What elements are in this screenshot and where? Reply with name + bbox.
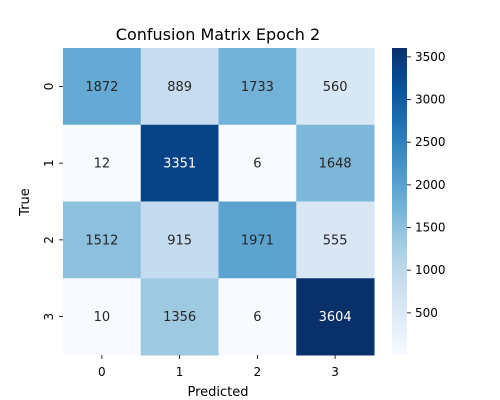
cell-value-label: 555 [323, 233, 348, 248]
x-tick-label: 1 [176, 365, 184, 379]
y-tick-label: 1 [42, 159, 56, 167]
colorbar-ticks: 500 1000 1500 2000 2500 3000 3500 [407, 50, 446, 320]
x-tick-label: 2 [254, 365, 262, 379]
x-tick-label: 0 [98, 365, 106, 379]
cell-value-label: 1971 [241, 233, 274, 248]
x-tick-label: 3 [331, 365, 339, 379]
colorbar-tick-label: 3500 [415, 50, 446, 64]
colorbar-tick-label: 2000 [415, 178, 446, 192]
colorbar-tick-label: 2500 [415, 135, 446, 149]
cell-value-label: 1648 [319, 157, 352, 172]
cell-value-label: 3604 [319, 310, 352, 325]
x-axis-ticks: 0 1 2 3 [98, 355, 339, 379]
cell-value-label: 12 [94, 157, 111, 172]
cell-value-label: 6 [253, 157, 261, 172]
colorbar-tick-label: 1500 [415, 221, 446, 235]
cell-value-label: 1733 [241, 80, 274, 95]
colorbar-tick-label: 500 [415, 306, 438, 320]
y-tick-label: 2 [42, 236, 56, 244]
cell-value-label: 1872 [85, 80, 118, 95]
chart-title: Confusion Matrix Epoch 2 [116, 25, 320, 44]
y-tick-label: 3 [42, 313, 56, 321]
cell-value-label: 10 [94, 310, 111, 325]
cell-value-label: 1356 [163, 310, 196, 325]
cell-value-label: 915 [167, 233, 192, 248]
cell-value-label: 3351 [163, 157, 196, 172]
colorbar-tick-label: 1000 [415, 263, 446, 277]
cell-value-label: 560 [323, 80, 348, 95]
y-axis-ticks: 0 1 2 3 [42, 83, 63, 321]
colorbar [392, 48, 407, 355]
x-axis-label: Predicted [187, 385, 248, 400]
cell-value-label: 1512 [85, 233, 118, 248]
cell-value-label: 6 [253, 310, 261, 325]
cell-value-label: 889 [167, 80, 192, 95]
y-tick-label: 0 [42, 83, 56, 91]
y-axis-label: True [18, 188, 33, 217]
colorbar-tick-label: 3000 [415, 93, 446, 107]
